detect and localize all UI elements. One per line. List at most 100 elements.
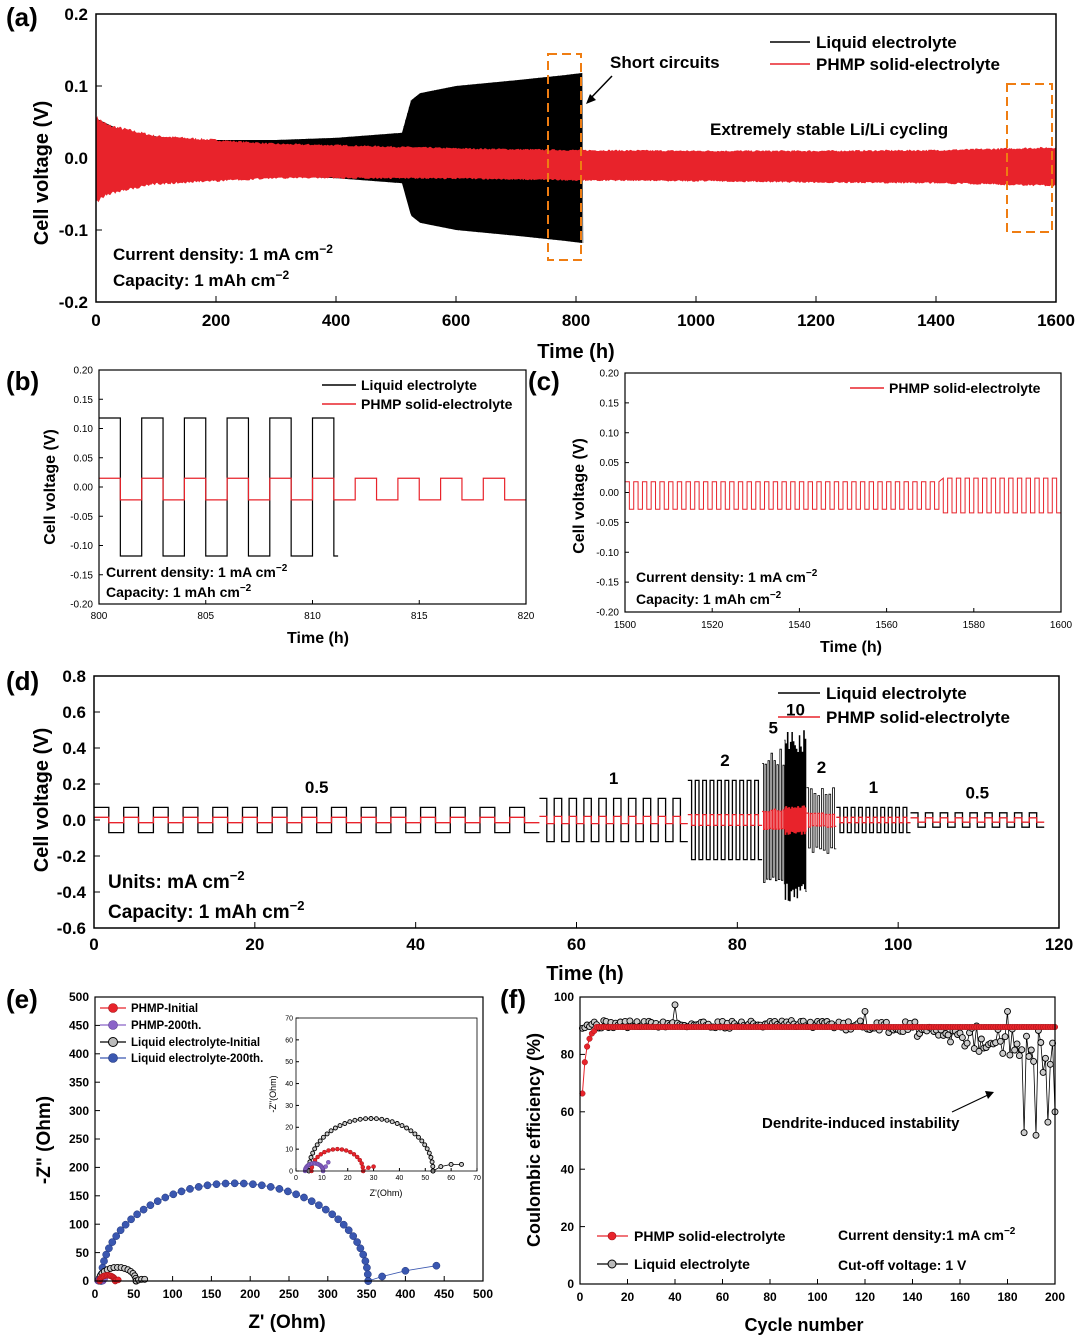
panel-e-xtick-label-2: 100 <box>163 1287 183 1301</box>
panel-f-xtick-label-1: 20 <box>621 1290 635 1304</box>
panel-e-series-3-point-13 <box>146 1201 155 1210</box>
panel-e-inset-xlabel: Z'(Ohm) <box>370 1188 403 1198</box>
panel-c-ylabel: Cell voltage (V) <box>571 438 588 554</box>
panel-f-liquid-point-188 <box>1025 1052 1033 1060</box>
panel-c-plot <box>625 477 1061 514</box>
panel-b-ytick-label-5: 0.05 <box>74 453 94 464</box>
panel-e-series-3-point-34 <box>321 1205 330 1214</box>
panel-e-inset-ytick-label-5: 50 <box>285 1059 293 1066</box>
panel-e-series-3-point-19 <box>194 1183 203 1191</box>
panel-e-inset-series-2-point-17 <box>363 1116 369 1122</box>
panel-c-phmp-line <box>625 477 1061 514</box>
panel-a-legend: Liquid electrolyte PHMP solid-electrolyt… <box>770 33 1000 74</box>
panel-e-ytick-label-2: 100 <box>69 1217 89 1231</box>
panel-e-inset-series-2-point-22 <box>389 1119 395 1125</box>
panel-e-plot <box>94 1179 441 1285</box>
panel-e-series-3-point-8 <box>116 1226 125 1235</box>
panel-f-liquid-point-179 <box>1004 1007 1011 1015</box>
panel-c-ytick-label-6: 0.10 <box>600 428 620 439</box>
panel-c-xtick-label-2: 1540 <box>788 620 811 631</box>
panel-e-series-3-point-5 <box>105 1244 113 1253</box>
panel-f-dendrite-arrowhead <box>985 1091 994 1099</box>
panel-e-xtick-label-9: 450 <box>434 1287 454 1301</box>
panel-e-inset-series-2-point-33 <box>428 1154 434 1160</box>
panel-c-xtick-label-0: 1500 <box>614 620 637 631</box>
panel-e-series-3-point-33 <box>315 1201 323 1210</box>
panel-f-phmp-point-1 <box>581 1059 588 1066</box>
panel-e-inset-series-2-point-21 <box>384 1117 390 1123</box>
panel-e-ytick-label-3: 150 <box>69 1189 89 1203</box>
panel-b-liquid-line <box>99 417 339 557</box>
panel-d-segment-label-1: 1 <box>609 769 618 788</box>
panel-d-xtick-label-6: 120 <box>1045 935 1073 954</box>
panel-e-inset-series-0-point-16 <box>359 1161 364 1166</box>
panel-e-series-3-point-28 <box>275 1185 284 1193</box>
panel-f-xtick-label-10: 200 <box>1045 1290 1065 1304</box>
panel-d-segment-label-0: 0.5 <box>305 778 329 797</box>
legend-b-liquid-label: Liquid electrolyte <box>361 377 477 393</box>
panel-e-inset-plot <box>302 1116 464 1174</box>
legend-a-liquid-label: Liquid electrolyte <box>816 33 957 52</box>
panel-c-ytick-label-2: -0.10 <box>596 548 619 559</box>
panel-e-series-3-point-31 <box>300 1193 308 1202</box>
panel-e-series-3-point-36 <box>334 1215 343 1224</box>
panel-d: (d) 0 20 40 60 80 100 120 -0.6 -0.4 -0.2 0.0 0.2 0.4… <box>6 666 1073 985</box>
panel-f-liquid-point-167 <box>975 1047 983 1055</box>
panel-a-ytick-label-2: 0.0 <box>64 149 88 168</box>
panel-a-frame <box>95 13 1057 303</box>
panel-b-legend: Liquid electrolyte PHMP solid-electrolyt… <box>322 377 513 412</box>
legend-d-liquid-label: Liquid electrolyte <box>826 684 967 703</box>
panel-e-xtick-label-1: 50 <box>127 1287 141 1301</box>
panel-e-inset-ylabel: -Z"(Ohm) <box>268 1075 278 1112</box>
panel-a-xtick-label-3: 600 <box>442 311 470 330</box>
panel-a-xtick-label-5: 1000 <box>677 311 715 330</box>
panel-d-xtick-label-3: 60 <box>567 935 586 954</box>
panel-f-liquid-point-154 <box>944 1031 952 1039</box>
panel-e-ylabel: -Z" (Ohm) <box>34 1096 55 1184</box>
panel-d-ylabel: Cell voltage (V) <box>31 728 53 872</box>
panel-f-liquid-point-196 <box>1044 1118 1052 1126</box>
panel-d-xtick-label-1: 20 <box>245 935 264 954</box>
panel-b-xtick-label-3: 815 <box>411 611 428 622</box>
panel-d-segment-label-2: 2 <box>720 751 729 770</box>
panel-a-xtick-label-0: 0 <box>91 311 100 330</box>
panel-e-inset-ytick-label-4: 40 <box>285 1081 293 1088</box>
panel-e-xtick-label-8: 400 <box>395 1287 415 1301</box>
panel-e-xtick-label-4: 200 <box>240 1287 260 1301</box>
panel-f-liquid-point-168 <box>977 1035 985 1043</box>
panel-e-series-3-point-35 <box>328 1210 337 1219</box>
panel-d-ytick-label-5: 0.4 <box>62 739 86 758</box>
panel-a-capacity: Capacity: 1 mAh cm−2 <box>113 268 290 290</box>
panel-e-series-3-point-45 <box>363 1270 372 1279</box>
short-circuit-box <box>547 53 582 261</box>
panel-d-xtick-label-5: 100 <box>884 935 912 954</box>
panel-f-xtick-label-8: 160 <box>950 1290 970 1304</box>
panel-b-ytick-label-1: -0.15 <box>70 570 93 581</box>
panel-e-series-3-point-27 <box>266 1183 275 1191</box>
panel-d-phmp-segment-4 <box>784 805 807 835</box>
panel-a-ticks: 0 200 400 600 800 1000 1200 1400 1600 -0.2 -0.1 0.0… <box>59 5 1075 330</box>
panel-e-inset-series-2-point-38 <box>438 1164 444 1170</box>
panel-e-ytick-label-9: 450 <box>69 1019 89 1033</box>
legend-a-phmp-label: PHMP solid-electrolyte <box>816 55 1000 74</box>
panel-f-liquid-point-112 <box>844 1018 852 1026</box>
panel-f-liquid-point-194 <box>1039 1068 1047 1076</box>
panel-f-liquid-point-195 <box>1042 1054 1049 1062</box>
panel-d-xlabel: Time (h) <box>546 963 623 985</box>
panel-d-ytick-label-2: -0.2 <box>57 847 86 866</box>
panel-e-ytick-label-0: 0 <box>82 1274 89 1288</box>
panel-b: (b) 800 805 810 815 820 -0.20 -0.15 -0.10 -0.05 0… <box>6 366 535 648</box>
panel-f-liquid-point-190 <box>1030 1057 1038 1065</box>
panel-e-inset-series-0-point-12 <box>348 1149 353 1155</box>
stable-cycling-label: Extremely stable Li/Li cycling <box>710 120 948 139</box>
panel-f-liquid-point-178 <box>1001 1033 1009 1041</box>
panel-c-ytick-label-3: -0.05 <box>596 518 619 529</box>
panel-e-ytick-label-8: 400 <box>69 1047 89 1061</box>
panel-e-xtick-label-10: 500 <box>473 1287 493 1301</box>
panel-e-inset-series-2-point-26 <box>408 1128 414 1134</box>
panel-e-series-3-point-29 <box>284 1187 292 1196</box>
panel-e-inset-series-0-point-10 <box>339 1147 345 1152</box>
panel-d-ytick-label-0: -0.6 <box>57 919 86 938</box>
legend-e-phmp-200-label: PHMP-200th. <box>131 1020 201 1032</box>
